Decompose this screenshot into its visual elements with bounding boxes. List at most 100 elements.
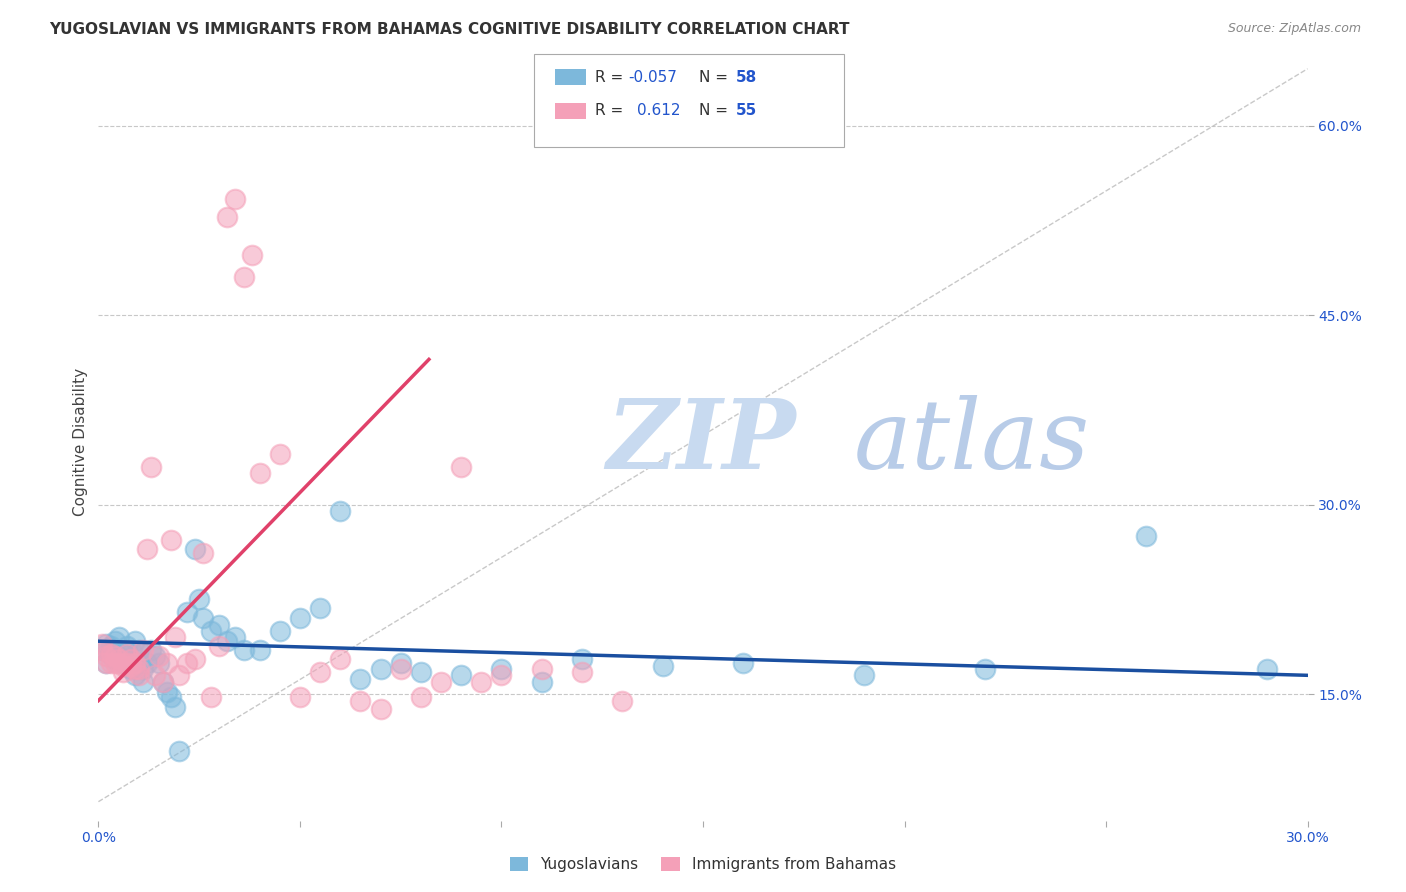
Point	[224, 192, 246, 206]
Point	[329, 652, 352, 666]
Point	[163, 699, 186, 714]
Point	[651, 659, 673, 673]
Point	[176, 605, 198, 619]
Point	[148, 656, 170, 670]
Text: -0.057: -0.057	[628, 70, 678, 85]
Point	[115, 652, 138, 666]
Point	[107, 656, 129, 670]
Point	[309, 601, 332, 615]
Point	[733, 656, 755, 670]
Point	[240, 247, 263, 261]
Text: 55: 55	[735, 103, 756, 119]
Point	[96, 656, 118, 670]
Point	[132, 643, 155, 657]
Point	[91, 643, 114, 657]
Point	[389, 662, 412, 676]
Point	[139, 459, 162, 474]
Point	[167, 668, 190, 682]
Text: R =: R =	[595, 70, 623, 85]
Text: R =: R =	[595, 103, 623, 119]
Point	[450, 668, 472, 682]
Point	[612, 693, 634, 707]
Point	[115, 639, 138, 653]
Point	[208, 617, 231, 632]
Text: atlas: atlas	[855, 394, 1090, 489]
Point	[115, 647, 138, 661]
Point	[184, 652, 207, 666]
Point	[430, 674, 453, 689]
Point	[143, 668, 166, 682]
Text: Source: ZipAtlas.com: Source: ZipAtlas.com	[1227, 22, 1361, 36]
Text: 58: 58	[735, 70, 756, 85]
Point	[530, 674, 553, 689]
Point	[120, 659, 142, 673]
Point	[100, 639, 122, 653]
Point	[103, 634, 125, 648]
Text: YUGOSLAVIAN VS IMMIGRANTS FROM BAHAMAS COGNITIVE DISABILITY CORRELATION CHART: YUGOSLAVIAN VS IMMIGRANTS FROM BAHAMAS C…	[49, 22, 849, 37]
Point	[288, 690, 311, 704]
Point	[269, 624, 291, 639]
Point	[128, 668, 150, 682]
Point	[152, 674, 174, 689]
Point	[120, 662, 142, 676]
Point	[91, 643, 114, 657]
Point	[193, 611, 215, 625]
Point	[167, 744, 190, 758]
Point	[217, 634, 239, 648]
Point	[160, 533, 183, 547]
Point	[96, 656, 118, 670]
Point	[853, 668, 876, 682]
Text: N =: N =	[699, 103, 728, 119]
Point	[1135, 529, 1157, 543]
Point	[288, 611, 311, 625]
Point	[156, 656, 179, 670]
Point	[103, 652, 125, 666]
Point	[128, 643, 150, 657]
Point	[124, 668, 146, 682]
Point	[148, 649, 170, 664]
Point	[1256, 662, 1278, 676]
Point	[160, 690, 183, 704]
Point	[107, 631, 129, 645]
Point	[249, 466, 271, 480]
Point	[200, 690, 222, 704]
Point	[115, 656, 138, 670]
Text: ZIP: ZIP	[606, 394, 796, 489]
Point	[100, 656, 122, 670]
Point	[571, 652, 593, 666]
Point	[120, 643, 142, 657]
Y-axis label: Cognitive Disability: Cognitive Disability	[73, 368, 89, 516]
Point	[96, 649, 118, 664]
Point	[107, 649, 129, 664]
Point	[974, 662, 997, 676]
Point	[96, 637, 118, 651]
Point	[111, 646, 134, 660]
Point	[389, 656, 412, 670]
Point	[217, 210, 239, 224]
Point	[269, 447, 291, 461]
Point	[370, 702, 392, 716]
Point	[132, 674, 155, 689]
Point	[349, 672, 371, 686]
Point	[309, 665, 332, 679]
Point	[132, 662, 155, 676]
Point	[124, 656, 146, 670]
Point	[152, 674, 174, 689]
Point	[163, 631, 186, 645]
Point	[329, 504, 352, 518]
Point	[111, 659, 134, 673]
Point	[107, 652, 129, 666]
Point	[409, 690, 432, 704]
Point	[450, 459, 472, 474]
Point	[224, 631, 246, 645]
Point	[100, 647, 122, 661]
Point	[349, 693, 371, 707]
Point	[135, 656, 157, 670]
Text: 0.612: 0.612	[637, 103, 681, 119]
Point	[100, 647, 122, 661]
Point	[193, 546, 215, 560]
Point	[135, 541, 157, 556]
Point	[124, 662, 146, 676]
Point	[111, 656, 134, 670]
Point	[200, 624, 222, 639]
